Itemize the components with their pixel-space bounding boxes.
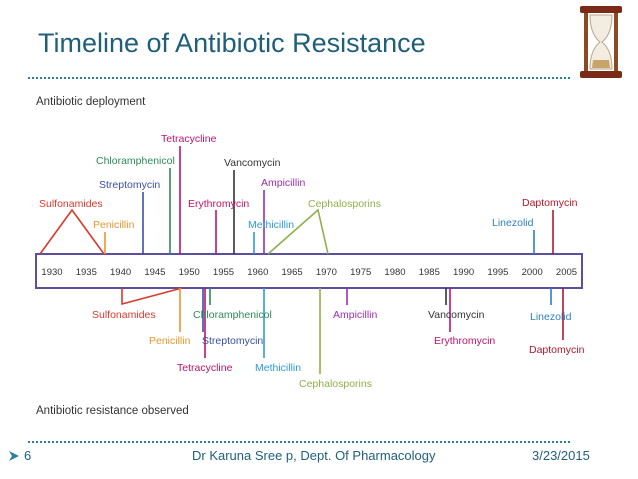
year-label: 1990 [453, 267, 474, 278]
resistance-labels: Sulfonamides Penicillin Chloramphenicol … [92, 309, 585, 390]
year-label: 1935 [76, 267, 97, 278]
deployment-label-sulfonamides: Sulfonamides [39, 198, 103, 210]
resistance-label-erythromycin: Erythromycin [434, 335, 495, 347]
resistance-connector-sulfonamides [121, 287, 183, 306]
year-label: 1950 [179, 267, 200, 278]
title-divider [28, 77, 570, 79]
timeline-axis-box [35, 253, 583, 289]
year-label: 1930 [41, 267, 62, 278]
deployment-label-methicillin: Methicillin [248, 219, 294, 231]
resistance-label-linezolid: Linezolid [530, 311, 572, 323]
year-label: 1940 [110, 267, 131, 278]
slide-title: Timeline of Antibiotic Resistance [38, 28, 426, 58]
footer-date: 3/23/2015 [532, 448, 590, 463]
deployment-label-ampicillin: Ampicillin [261, 177, 306, 189]
year-label: 1995 [487, 267, 508, 278]
deployment-label-linezolid: Linezolid [492, 217, 534, 229]
deployment-lines [39, 146, 554, 255]
deployment-label-chloramphenicol: Chloramphenicol [96, 155, 175, 167]
year-label: 1985 [419, 267, 440, 278]
resistance-label-methicillin: Methicillin [255, 362, 301, 374]
resistance-lines [121, 287, 564, 374]
deployment-label-penicillin: Penicillin [93, 219, 135, 231]
footer-author: Dr Karuna Sree p, Dept. Of Pharmacology [192, 448, 436, 463]
hourglass-icon [580, 6, 622, 78]
resistance-heading: Antibiotic resistance observed [36, 405, 189, 417]
deployment-label-tetracycline: Tetracycline [161, 133, 217, 145]
year-label: 1980 [384, 267, 405, 278]
resistance-label-tetracycline: Tetracycline [177, 362, 233, 374]
resistance-label-ampicillin: Ampicillin [333, 309, 378, 321]
resistance-label-daptomycin: Daptomycin [529, 344, 585, 356]
resistance-label-vancomycin: Vancomycin [428, 309, 485, 321]
year-label: 2005 [556, 267, 577, 278]
footer-divider [28, 441, 570, 443]
resistance-label-sulfonamides: Sulfonamides [92, 309, 156, 321]
resistance-label-cephalosporins: Cephalosporins [299, 378, 372, 390]
deployment-label-streptomycin: Streptomycin [99, 179, 160, 191]
deployment-connector-cephalosporins [267, 208, 329, 255]
deployment-label-erythromycin: Erythromycin [188, 198, 249, 210]
year-label: 1960 [247, 267, 268, 278]
year-label: 1965 [282, 267, 303, 278]
year-label: 1975 [350, 267, 371, 278]
resistance-label-chloramphenicol: Chloramphenicol [193, 309, 272, 321]
resistance-label-streptomycin: Streptomycin [202, 335, 263, 347]
deployment-connector-sulfonamides [39, 208, 105, 255]
deployment-heading: Antibiotic deployment [36, 96, 146, 108]
deployment-label-daptomycin: Daptomycin [522, 197, 578, 209]
year-label: 1970 [316, 267, 337, 278]
year-label: 2000 [522, 267, 543, 278]
resistance-label-penicillin: Penicillin [149, 335, 191, 347]
deployment-labels: Sulfonamides Penicillin Streptomycin Chl… [39, 133, 578, 231]
year-label: 1955 [213, 267, 234, 278]
deployment-label-vancomycin: Vancomycin [224, 157, 281, 169]
page-number: 6 [24, 448, 32, 463]
arrow-bullet-icon [9, 451, 19, 461]
year-label: 1945 [144, 267, 165, 278]
year-tick-labels: 1930 1935 1940 1945 1950 1955 1960 1965 1970 1975… [41, 267, 577, 278]
deployment-label-cephalosporins: Cephalosporins [308, 198, 381, 210]
